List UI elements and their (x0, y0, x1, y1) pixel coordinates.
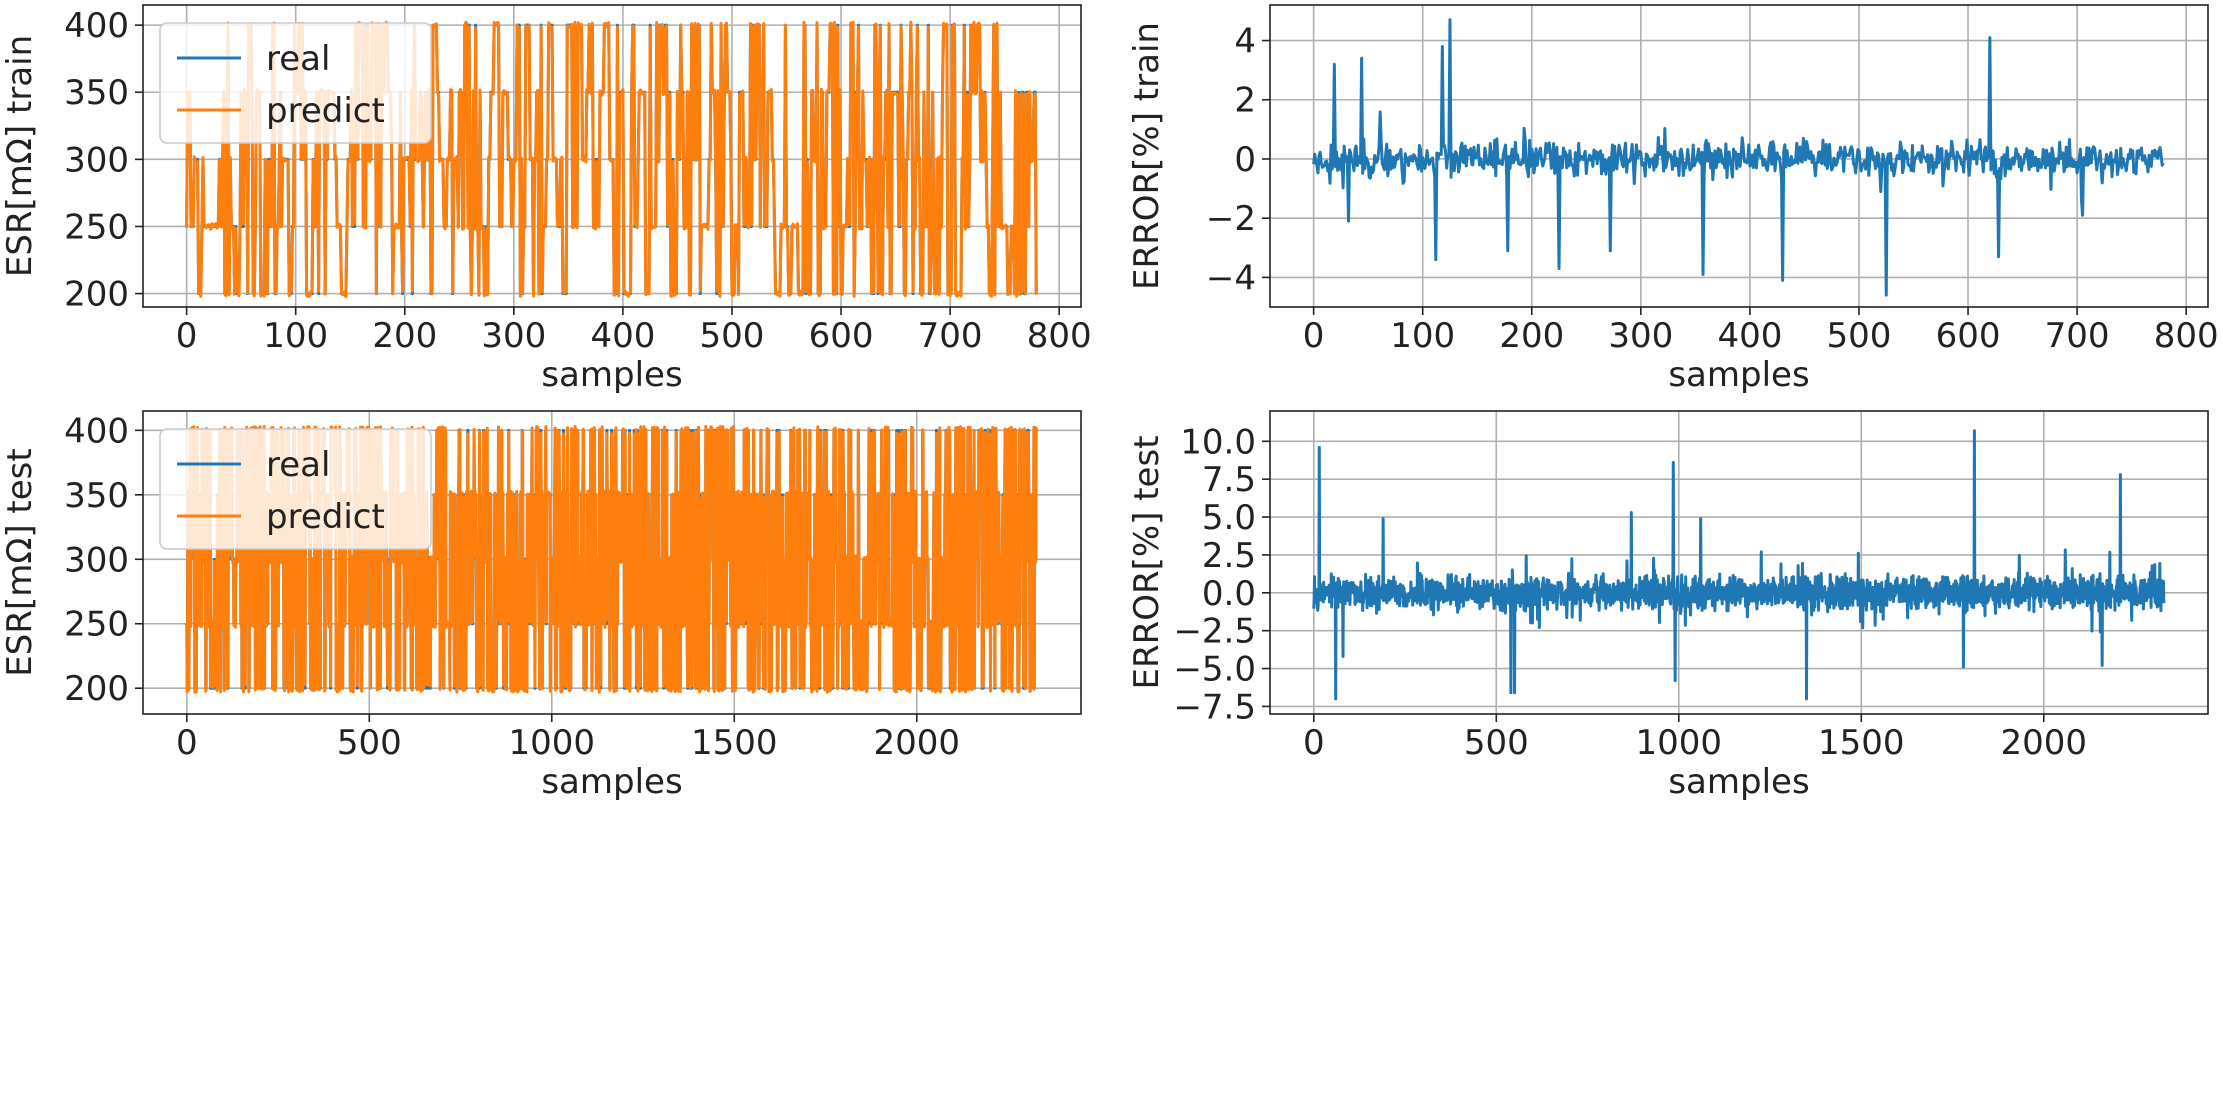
y-tick-label: 400 (64, 6, 129, 46)
y-tick-label: 350 (64, 476, 129, 516)
series-line-error (1312, 18, 2165, 297)
y-tick-label: 300 (64, 540, 129, 580)
y-tick-label: 250 (64, 207, 129, 247)
x-tick-label: 2000 (2000, 723, 2087, 763)
x-tick-label: 1000 (509, 723, 596, 763)
x-tick-label: 700 (918, 316, 983, 356)
x-tick-label: 0 (1303, 316, 1325, 356)
x-tick-label: 800 (2154, 316, 2219, 356)
legend: real predict (159, 22, 432, 144)
x-tick-label: 0 (176, 723, 198, 763)
x-axis-label: samples (1668, 355, 1809, 395)
y-axis-label: ESR[mΩ] train (0, 35, 40, 277)
legend-label-real: real (266, 445, 330, 485)
y-tick-label: 5.0 (1202, 498, 1256, 538)
series-group (185, 424, 1039, 694)
plot-esr-test: 0 500 1000 1500 2000 200 250 300 350 400 samples ES… (0, 410, 1082, 802)
legend-box (159, 22, 432, 144)
x-tick-label: 0 (1303, 723, 1325, 763)
x-tick-label: 100 (263, 316, 328, 356)
x-tick-label: 800 (1027, 316, 1092, 356)
x-tick-label: 1000 (1636, 723, 1723, 763)
x-axis-label: samples (541, 762, 682, 802)
legend-label-predict: predict (266, 497, 385, 537)
x-tick-label: 400 (1717, 316, 1782, 356)
x-tick-label: 2000 (873, 723, 960, 763)
x-axis-label: samples (1668, 762, 1809, 802)
series-group (1312, 429, 2166, 701)
y-tick-label: 250 (64, 605, 129, 645)
legend: real predict (159, 428, 432, 550)
plot-esr-train: 0 100 200 300 400 500 600 700 800 200 250 300 350 400… (0, 4, 1092, 395)
axes-frame (142, 410, 1082, 715)
y-axis-label: ESR[mΩ] test (0, 448, 40, 676)
y-tick-label: 300 (64, 140, 129, 180)
x-tick-label: 500 (1464, 723, 1529, 763)
series-group (1312, 18, 2165, 297)
axes-frame (1269, 4, 2209, 308)
x-tick-label: 1500 (1818, 723, 1905, 763)
y-tick-label: 7.5 (1202, 460, 1256, 500)
y-tick-label: −2 (1206, 199, 1256, 239)
x-tick-label: 700 (2045, 316, 2110, 356)
series-line-error (1312, 429, 2166, 701)
plot-error-test: 0 500 1000 1500 2000 −7.5−5.0−2.50.02.55.07.5… (1127, 410, 2209, 802)
y-tick-label: −5.0 (1173, 650, 1256, 690)
axes-frame (142, 4, 1082, 308)
y-tick-label: 10.0 (1180, 422, 1256, 462)
x-tick-label: 1500 (691, 723, 778, 763)
x-tick-label: 0 (176, 316, 198, 356)
axes-frame (1269, 410, 2209, 715)
y-tick-label: 200 (64, 669, 129, 709)
plot-error-train: 0 100 200 300 400 500 600 700 800 −4 −2 0 2 4 samples E… (1127, 4, 2219, 395)
x-tick-label: 600 (809, 316, 874, 356)
y-tick-label: 4 (1234, 22, 1256, 62)
y-tick-label: −4 (1206, 258, 1256, 298)
series-line-predict (185, 424, 1039, 694)
x-tick-label: 200 (372, 316, 437, 356)
x-tick-label: 300 (481, 316, 546, 356)
x-tick-label: 500 (337, 723, 402, 763)
x-tick-label: 400 (590, 316, 655, 356)
y-tick-label: 350 (64, 73, 129, 113)
legend-label-real: real (266, 39, 330, 79)
legend-label-predict: predict (266, 91, 385, 131)
y-tick-label: −7.5 (1173, 687, 1256, 727)
x-tick-label: 500 (700, 316, 765, 356)
y-tick-label: 2 (1234, 81, 1256, 121)
x-tick-label: 200 (1499, 316, 1564, 356)
y-tick-label: 0 (1234, 140, 1256, 180)
x-tick-label: 500 (1827, 316, 1892, 356)
legend-box (159, 428, 432, 550)
y-tick-label: 200 (64, 275, 129, 315)
x-axis-label: samples (541, 355, 682, 395)
y-tick-label: 2.5 (1202, 536, 1256, 576)
y-tick-label: 0.0 (1202, 574, 1256, 614)
x-tick-label: 100 (1390, 316, 1455, 356)
y-axis-label: ERROR[%] train (1127, 22, 1167, 290)
x-tick-label: 600 (1936, 316, 2001, 356)
y-tick-label: −2.5 (1173, 612, 1256, 652)
y-tick-label: 400 (64, 411, 129, 451)
x-tick-label: 300 (1608, 316, 1673, 356)
y-axis-label: ERROR[%] test (1127, 435, 1167, 689)
